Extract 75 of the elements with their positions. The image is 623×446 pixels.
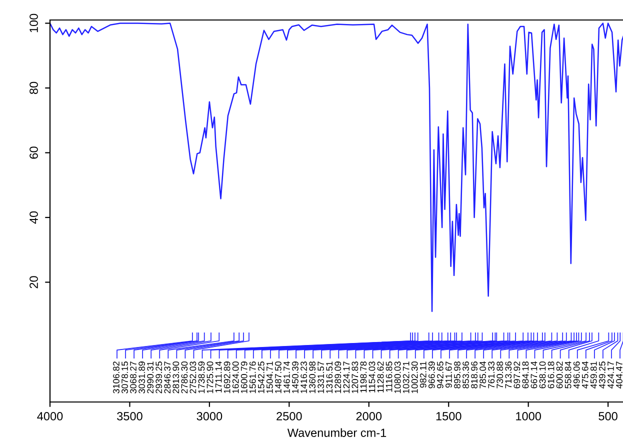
- annotation: 966.39: [428, 362, 435, 388]
- annotation: 638.10: [539, 361, 546, 388]
- annotation: 1154.03: [368, 362, 376, 392]
- annotation: 2752.03: [190, 362, 196, 394]
- annotation: 496.06: [573, 362, 580, 389]
- annotation: 2786.30: [181, 361, 188, 394]
- annotation: 1561.76: [249, 362, 256, 394]
- annotation: 684.18: [522, 362, 529, 388]
- annotation: 895.98: [454, 362, 460, 388]
- annotation: 1711.14: [215, 361, 222, 392]
- annotation: 616.18: [548, 362, 554, 388]
- annotation: 1198.78: [360, 362, 367, 392]
- annotation: 1289.09: [334, 362, 342, 394]
- annotation: 1080.03: [394, 362, 401, 394]
- annotation: 982.11: [420, 362, 426, 388]
- annotation: 1487.50: [275, 361, 282, 394]
- annotation: 1032.71: [402, 362, 410, 394]
- annotation: 1450.39: [292, 362, 298, 394]
- annotation: 785.04: [480, 361, 486, 388]
- annotation: 667.14: [530, 361, 538, 388]
- annotation: 818.96: [471, 362, 478, 388]
- y-tick-label: 40: [30, 211, 38, 224]
- annotation: 439.25: [598, 362, 606, 389]
- annotation: 1116.85: [386, 362, 392, 392]
- x-tick-label: 3500: [117, 412, 142, 420]
- x-tick-label: 2500: [276, 412, 302, 420]
- annotation: 2939.25: [156, 362, 162, 394]
- annotation: 1738.59: [198, 362, 205, 394]
- annotation: 404.47: [616, 362, 622, 389]
- x-tick-label: 2000: [356, 412, 382, 420]
- annotation: 1207.83: [352, 362, 358, 394]
- x-tick-label: 1000: [516, 412, 542, 420]
- annotation: 713.36: [505, 362, 512, 388]
- annotation: 1002.30: [411, 361, 418, 394]
- annotation: 2990.31: [147, 362, 154, 394]
- annotation: 730.88: [496, 362, 504, 388]
- y-tick-label: 20: [30, 276, 38, 288]
- annotation: 1504.71: [266, 362, 273, 394]
- annotation: 1416.23: [300, 362, 307, 394]
- annotation: 600.82: [556, 362, 563, 388]
- annotation: 911.67: [446, 362, 452, 388]
- annotation: 853.36: [462, 362, 469, 388]
- y-tick-label: 80: [30, 82, 38, 94]
- line-series: [50, 22, 623, 312]
- y-tick-label: 100: [30, 14, 38, 32]
- annotation: 3031.89: [138, 362, 145, 394]
- annotation: 1725.90: [206, 361, 214, 394]
- annotation: 697.92: [514, 362, 520, 388]
- annotation: 1360.98: [309, 362, 316, 394]
- annotation: 1461.74: [284, 361, 290, 394]
- annotation: 2846.37: [164, 362, 171, 394]
- x-tick-label: 500: [598, 412, 618, 420]
- annotation: 1542.25: [258, 362, 264, 394]
- x-tick-label: 1500: [436, 412, 462, 420]
- annotation: 1128.62: [377, 362, 384, 392]
- annotation: 2813.90: [172, 361, 180, 394]
- annotation: 1600.79: [240, 362, 248, 394]
- annotation: 424.17: [608, 362, 614, 389]
- annotation: 1224.17: [343, 362, 350, 394]
- annotation: 1692.89: [224, 362, 230, 394]
- x-axis-title: Wavenumber cm-1: [287, 428, 386, 437]
- annotation: 1316.51: [326, 362, 333, 394]
- y-tick-label: 60: [30, 146, 38, 159]
- x-tick-label: 3000: [196, 412, 222, 420]
- annotation: 3078.15: [122, 362, 128, 394]
- annotation: 1331.57: [318, 362, 324, 394]
- annotation: 3068.27: [130, 362, 136, 394]
- annotation: 3106.82: [113, 362, 120, 394]
- annotation: 942.65: [436, 362, 444, 388]
- annotation: 459.81: [590, 362, 597, 389]
- x-tick-label: 4000: [37, 412, 63, 420]
- annotation: 475.64: [582, 361, 588, 389]
- annotation: 1624.00: [232, 361, 239, 394]
- annotation: 558.84: [564, 361, 572, 388]
- annotation: 761.33: [488, 362, 495, 388]
